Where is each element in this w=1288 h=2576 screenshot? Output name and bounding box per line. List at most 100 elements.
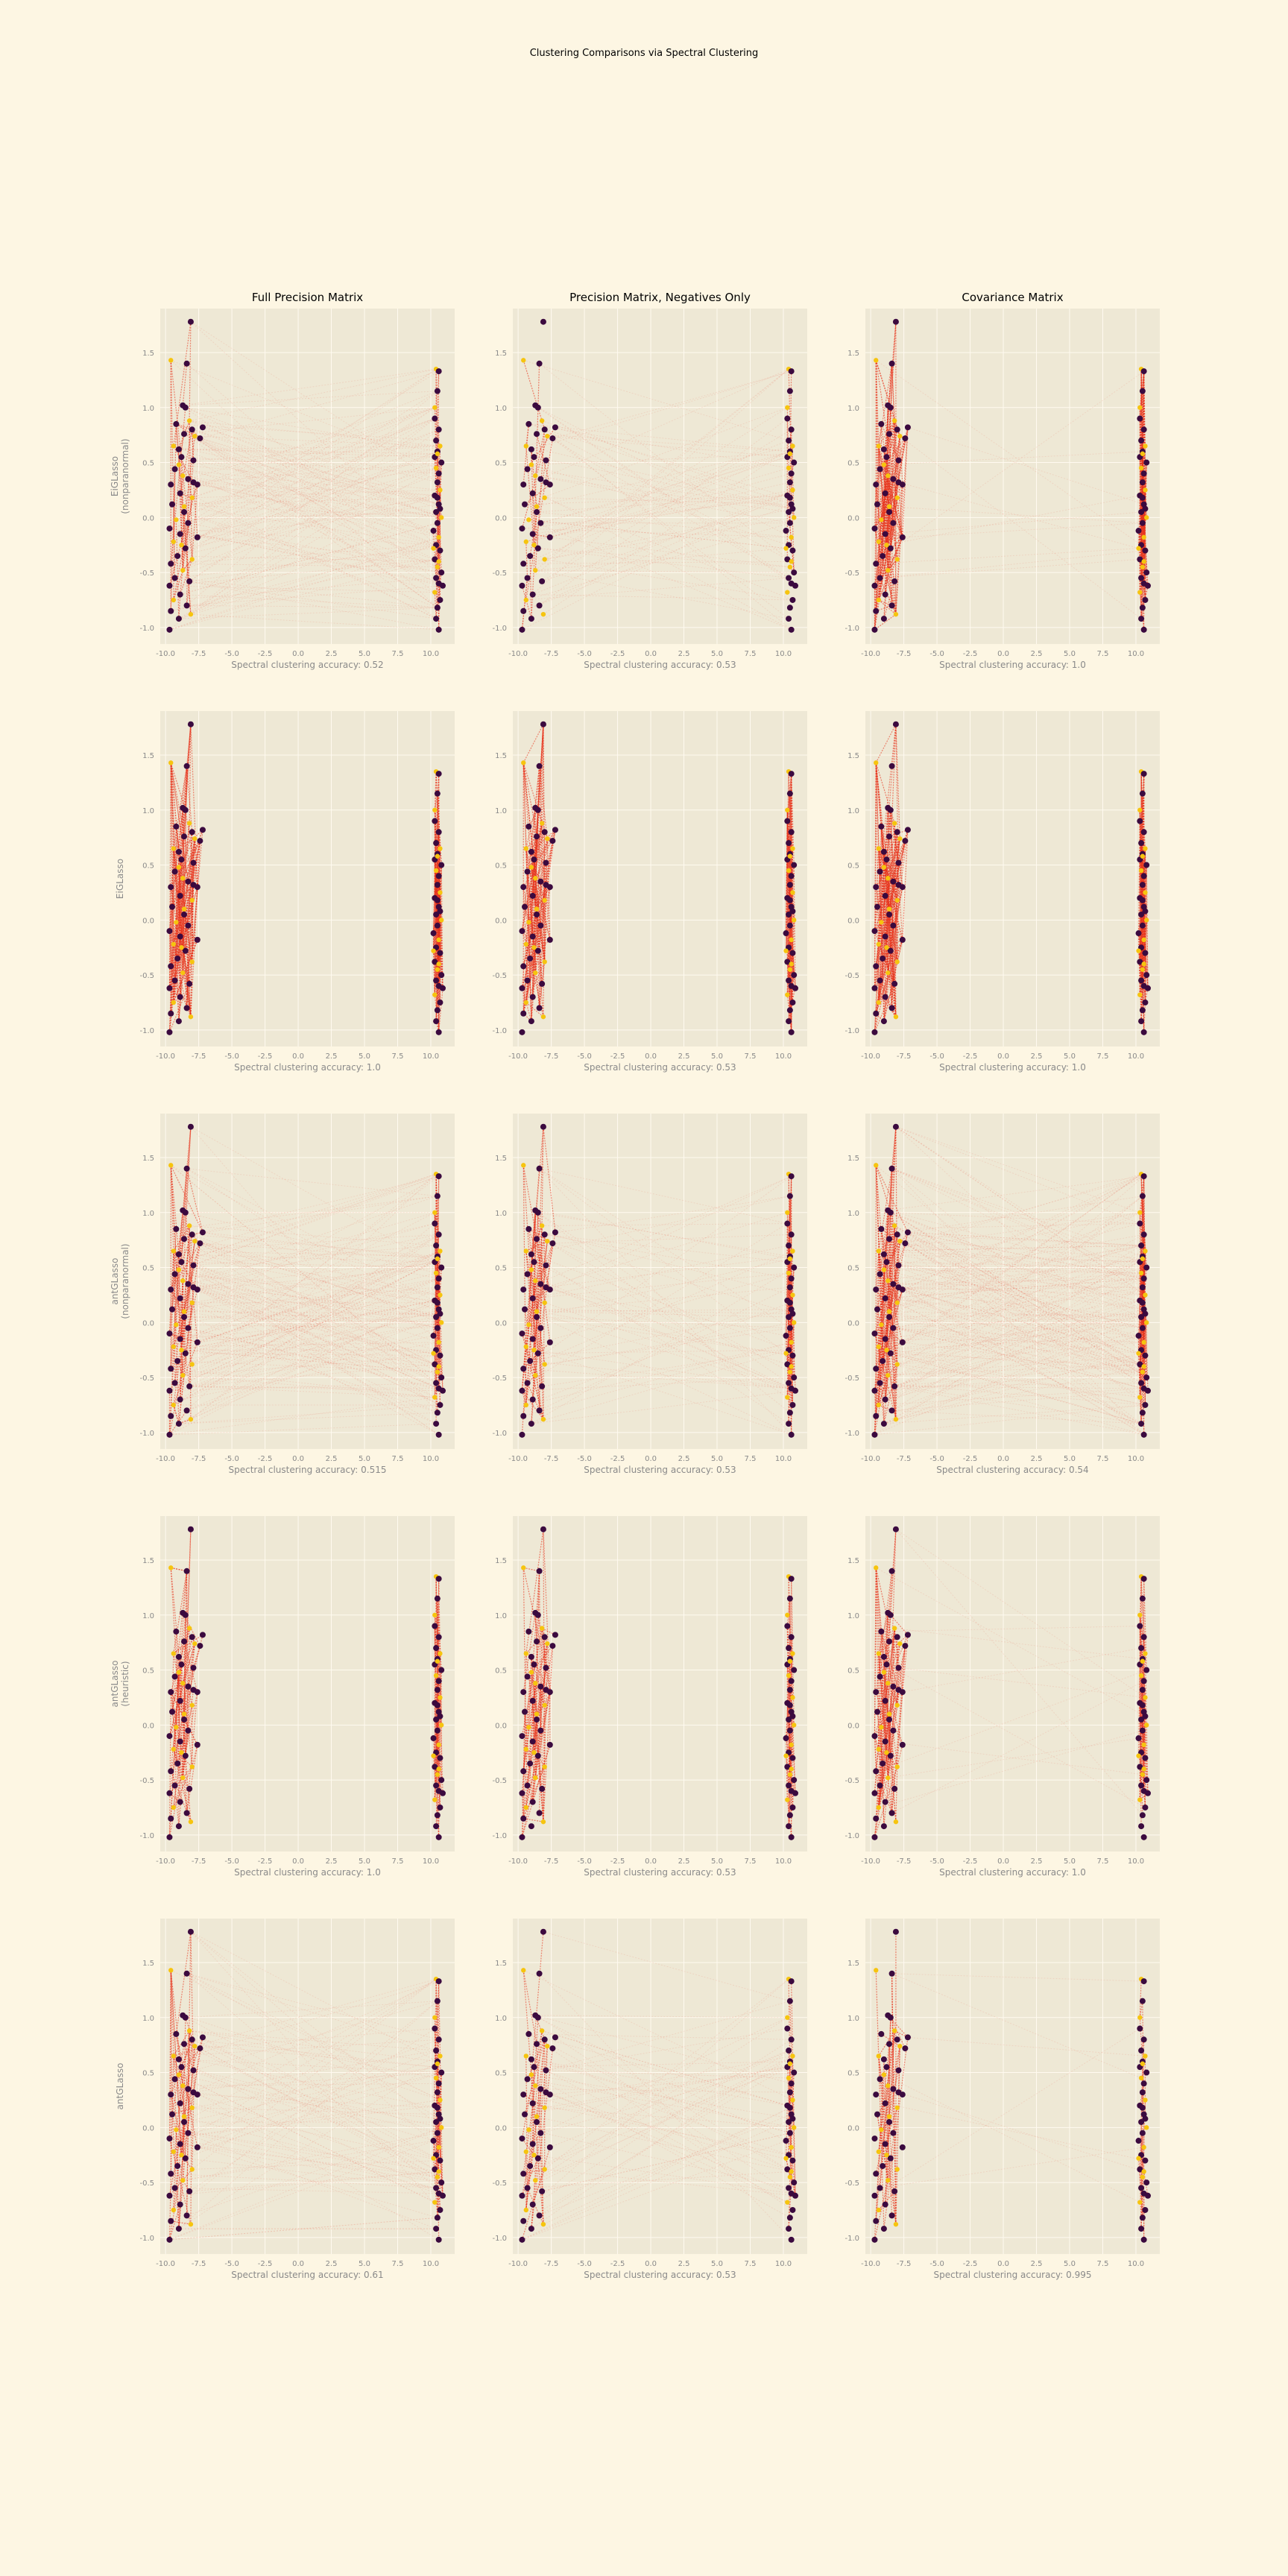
cross-cluster-edge [174,468,442,518]
data-point [534,1711,540,1717]
within-cluster-edge [1142,451,1147,573]
cross-cluster-edge [902,523,1143,538]
data-point [886,911,893,918]
within-cluster-edge [531,867,541,926]
data-point [890,520,897,526]
cross-cluster-edge [531,370,792,450]
data-point [520,1010,527,1017]
cross-cluster-edge [174,2078,439,2241]
cross-cluster-edge [876,1670,1147,1772]
within-cluster-edge [534,1643,548,1684]
data-point [545,836,550,842]
data-point [523,597,528,603]
data-point [438,890,443,895]
cross-cluster-edge [188,1328,438,1413]
data-point [536,360,543,367]
data-point [437,908,443,915]
data-point [180,1681,186,1686]
cross-cluster-edge [531,2074,793,2120]
cross-cluster-edge [185,1212,437,1274]
cross-cluster-edge [197,418,435,538]
data-point [787,1772,793,1777]
cross-cluster-edge [183,2015,441,2100]
data-point [523,1805,528,1811]
data-point [436,1742,441,1748]
x-tick-label: -2.5 [258,2260,273,2268]
x-axis-label: Spectral clustering accuracy: 0.54 [936,1465,1088,1475]
within-cluster-edge [523,836,537,1014]
cross-cluster-edge [185,495,435,549]
data-point [171,1271,178,1278]
within-cluster-edge [525,1212,539,1406]
data-point [533,970,538,976]
cross-cluster-edge [174,473,439,578]
cross-cluster-edge [181,1349,438,1373]
data-point [434,1702,441,1708]
data-point [874,1163,879,1168]
cross-cluster-edge [177,1316,437,1362]
x-tick-label: 7.5 [1097,1455,1109,1463]
within-cluster-edge [435,2072,442,2156]
x-tick-label: -7.5 [192,1455,206,1463]
data-point [880,616,887,622]
data-point [874,903,881,910]
cross-cluster-edge [186,1973,441,2100]
data-point [437,505,443,512]
cross-cluster-edge [888,1210,1144,1279]
data-point [192,1238,198,1244]
cross-cluster-edge [897,1302,1142,1424]
data-point [1135,528,1142,534]
within-cluster-edge [521,2138,534,2156]
cross-cluster-edge [886,1316,1142,1351]
data-point [528,1823,534,1830]
data-point [523,443,528,449]
data-point [166,1387,173,1394]
cross-cluster-edge [885,1338,1144,1343]
data-point [177,1799,183,1805]
x-axis-label: Spectral clustering accuracy: 1.0 [234,1062,381,1073]
data-point [876,1344,881,1349]
cross-cluster-edge [183,368,437,406]
data-point [789,1767,794,1772]
within-cluster-edge [877,1672,885,1712]
data-point [168,358,174,363]
within-cluster-edge [432,906,440,934]
x-tick-label: 2.5 [326,2260,338,2268]
data-point [434,388,441,394]
within-cluster-edge [878,1210,888,1406]
data-point [1143,1651,1148,1656]
within-cluster-edge [171,2107,192,2115]
data-point [1137,556,1143,563]
within-cluster-edge [874,528,897,615]
data-point [886,1372,891,1378]
cross-cluster-edge [522,368,789,587]
within-cluster-edge [534,1667,547,1778]
cross-cluster-edge [902,1272,1142,1290]
data-point [435,1678,442,1685]
data-point [527,1357,534,1364]
data-point [525,2030,532,2037]
data-point [194,482,201,488]
cross-cluster-edge [178,2001,438,2229]
within-cluster-edge [182,840,201,879]
data-point [786,479,793,486]
cross-cluster-edge [546,2092,796,2197]
data-point [199,827,206,833]
data-point [789,534,794,540]
data-point [432,1612,438,1617]
cross-cluster-edge [905,1243,1140,1398]
data-point [1138,1823,1145,1830]
within-cluster-edge [879,1612,888,1677]
within-cluster-edge [1140,953,1146,981]
cross-cluster-edge [197,2094,438,2178]
data-point [887,404,894,411]
within-cluster-edge [180,1262,183,1281]
within-cluster-edge [874,613,897,631]
data-point [168,607,174,614]
within-cluster-edge [525,848,540,1008]
cross-cluster-edge [883,1173,1142,1255]
within-cluster-edge [1139,1702,1142,1827]
data-point [523,846,528,851]
cross-cluster-edge [881,1324,1144,1389]
within-cluster-edge [437,1681,440,1705]
